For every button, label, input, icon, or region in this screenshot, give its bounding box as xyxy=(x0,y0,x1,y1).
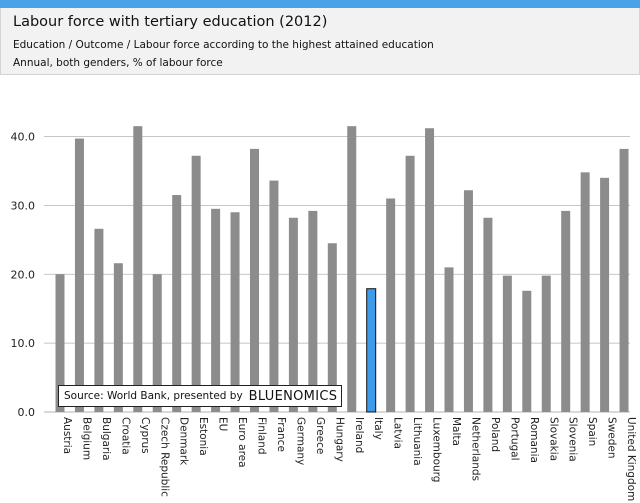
bar-hungary[interactable] xyxy=(327,243,337,412)
x-tick-labels: Austria Belgium Bulgaria Croatia Cyprus Czech… xyxy=(61,417,637,501)
source-attribution: Source: World Bank, presented by BLUENOM… xyxy=(58,385,343,407)
bar-slovakia[interactable] xyxy=(541,275,551,412)
x-tick-label: Cyprus xyxy=(139,417,151,454)
x-tick-label: Slovenia xyxy=(567,417,579,462)
x-tick-label: Croatia xyxy=(119,417,131,455)
bar-lithuania[interactable] xyxy=(405,155,415,412)
x-tick-label: Czech Republic xyxy=(158,417,170,497)
bar-latvia[interactable] xyxy=(386,198,396,412)
x-tick-label: Romania xyxy=(528,417,540,463)
bar-greece[interactable] xyxy=(308,210,318,412)
bar-sweden[interactable] xyxy=(600,177,610,412)
bar-estonia[interactable] xyxy=(191,155,201,412)
x-tick-label: Austria xyxy=(61,417,73,454)
bar-france[interactable] xyxy=(269,180,279,412)
bar-malta[interactable] xyxy=(444,267,454,412)
x-tick-label: United Kingdom xyxy=(625,417,637,501)
bar-euro-area[interactable] xyxy=(230,212,240,412)
x-tick-label: Slovakia xyxy=(547,417,559,461)
bar-ireland[interactable] xyxy=(347,126,357,412)
bar-cyprus[interactable] xyxy=(133,126,143,412)
bar-germany[interactable] xyxy=(288,217,298,412)
x-tick-label: Netherlands xyxy=(469,417,481,481)
bar-netherlands[interactable] xyxy=(463,190,473,412)
x-tick-label: Estonia xyxy=(197,417,209,456)
x-tick-label: Luxembourg xyxy=(431,417,443,482)
y-tick-label: 40.0 xyxy=(11,131,36,144)
bars-layer xyxy=(55,126,629,413)
x-tick-label: Italy xyxy=(372,417,384,440)
brand-part2: NOMICS xyxy=(283,388,338,404)
bluenomics-logo: BLUENOMICS xyxy=(249,389,338,404)
bar-belgium[interactable] xyxy=(74,138,84,412)
brand-part1: BLUE xyxy=(248,388,284,404)
x-tick-label: Lithuania xyxy=(411,417,423,466)
x-tick-label: Germany xyxy=(294,417,306,465)
y-tick-label: 0.0 xyxy=(18,406,36,419)
x-tick-label: Poland xyxy=(489,417,501,452)
x-tick-label: France xyxy=(275,417,287,452)
y-tick-label: 30.0 xyxy=(11,199,36,212)
x-tick-label: Belgium xyxy=(80,417,92,460)
x-tick-label: Spain xyxy=(586,417,598,446)
x-tick-label: Denmark xyxy=(178,417,190,466)
x-tick-label: Malta xyxy=(450,417,462,446)
x-tick-label: Finland xyxy=(256,417,268,455)
x-tick-label: Portugal xyxy=(508,417,520,461)
x-tick-label: Bulgaria xyxy=(100,417,112,461)
bar-czech-republic[interactable] xyxy=(152,274,162,412)
bar-croatia[interactable] xyxy=(113,263,123,412)
bar-luxembourg[interactable] xyxy=(425,128,435,413)
y-tick-labels: 0.0 10.0 20.0 30.0 40.0 xyxy=(11,131,36,420)
top-accent-bar xyxy=(0,0,640,8)
bar-romania[interactable] xyxy=(522,290,532,412)
bar-portugal[interactable] xyxy=(502,275,512,412)
x-tick-label: Sweden xyxy=(606,417,618,459)
source-text: Source: World Bank, presented by xyxy=(64,390,243,402)
bar-austria[interactable] xyxy=(55,274,65,412)
x-tick-label: EU xyxy=(217,417,229,431)
bar-united-kingdom[interactable] xyxy=(619,148,629,412)
x-tick-label: Hungary xyxy=(333,417,345,462)
x-tick-label: Euro area xyxy=(236,417,248,468)
bar-poland[interactable] xyxy=(483,217,493,412)
bar-slovenia[interactable] xyxy=(561,210,571,412)
bar-eu[interactable] xyxy=(211,208,221,412)
x-tick-label: Latvia xyxy=(392,417,404,449)
x-tick-label: Greece xyxy=(314,417,326,454)
bar-spain[interactable] xyxy=(580,172,590,412)
y-tick-label: 10.0 xyxy=(11,337,36,350)
chart-subtitle-units: Annual, both genders, % of labour force xyxy=(13,57,223,69)
bar-finland[interactable] xyxy=(250,148,259,412)
bar-italy[interactable] xyxy=(366,288,377,413)
chart-header: Labour force with tertiary education (20… xyxy=(0,8,640,75)
chart-title: Labour force with tertiary education (20… xyxy=(13,14,328,30)
bar-bulgaria[interactable] xyxy=(94,228,104,412)
bar-denmark[interactable] xyxy=(172,195,182,412)
y-tick-label: 20.0 xyxy=(11,268,36,281)
chart-subtitle-category: Education / Outcome / Labour force accor… xyxy=(13,39,434,51)
x-tick-label: Ireland xyxy=(353,417,365,453)
